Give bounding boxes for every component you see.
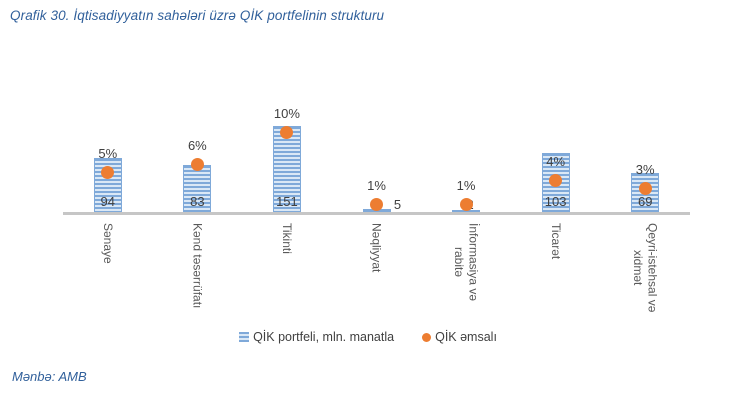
qik-ratio-dot <box>101 165 115 179</box>
x-axis-label: Sənaye <box>100 223 115 264</box>
bar-value-label: 5 <box>393 197 402 212</box>
legend: QİK portfeli, mln. manatla QİK əmsalı <box>0 330 736 344</box>
qik-ratio-dot <box>370 197 383 211</box>
x-axis-label: Qeyri-istehsal və xidmət <box>631 223 660 313</box>
qik-ratio-dot <box>549 173 563 187</box>
qik-ratio-dot <box>280 125 294 139</box>
qik-ratio-dot <box>638 181 652 195</box>
bar <box>272 126 301 212</box>
x-axis-label: Kənd təsərrüfatı <box>190 223 205 309</box>
bar <box>452 210 481 212</box>
x-axis-label: Tikinti <box>280 223 295 254</box>
qik-ratio-dot <box>190 157 204 171</box>
chart-title: Qrafik 30. İqtisadiyyatın sahələri üzrə … <box>10 8 385 23</box>
qik-ratio-label: 1% <box>367 178 386 193</box>
x-axis-label: Ticarət <box>548 223 563 260</box>
qik-ratio-label: 4% <box>546 154 566 169</box>
x-axis-line <box>63 212 690 215</box>
legend-item-bar-series: QİK portfeli, mln. manatla <box>239 330 394 344</box>
qik-ratio-label: 10% <box>273 106 300 121</box>
x-axis-label: Nəqliyyat <box>369 223 384 273</box>
bar-value-label: 94 <box>100 194 116 209</box>
bar-value-label: 151 <box>276 194 298 209</box>
qik-ratio-label: 1% <box>456 178 476 193</box>
bar-series-swatch-icon <box>239 332 250 342</box>
qik-ratio-dot <box>459 197 473 211</box>
x-axis-label: İnformasiya və rabitə <box>452 223 481 302</box>
qik-ratio-label: 6% <box>187 138 207 153</box>
bar <box>541 153 570 212</box>
bar-value-label: 103 <box>544 194 567 209</box>
source-note: Mənbə: AMB <box>12 369 87 384</box>
qik-ratio-label: 5% <box>98 146 118 161</box>
bar-value-label: 83 <box>190 194 205 209</box>
qik-ratio-label: 3% <box>635 162 655 177</box>
bar <box>183 165 212 212</box>
legend-label-dot-series: QİK əmsalı <box>435 330 497 344</box>
legend-item-dot-series: QİK əmsalı <box>422 330 497 344</box>
bar-value-label: 69 <box>637 194 653 209</box>
dot-series-marker-icon <box>422 332 432 342</box>
bar <box>631 173 660 212</box>
legend-label-bar-series: QİK portfeli, mln. manatla <box>253 330 395 344</box>
bar <box>93 158 122 212</box>
